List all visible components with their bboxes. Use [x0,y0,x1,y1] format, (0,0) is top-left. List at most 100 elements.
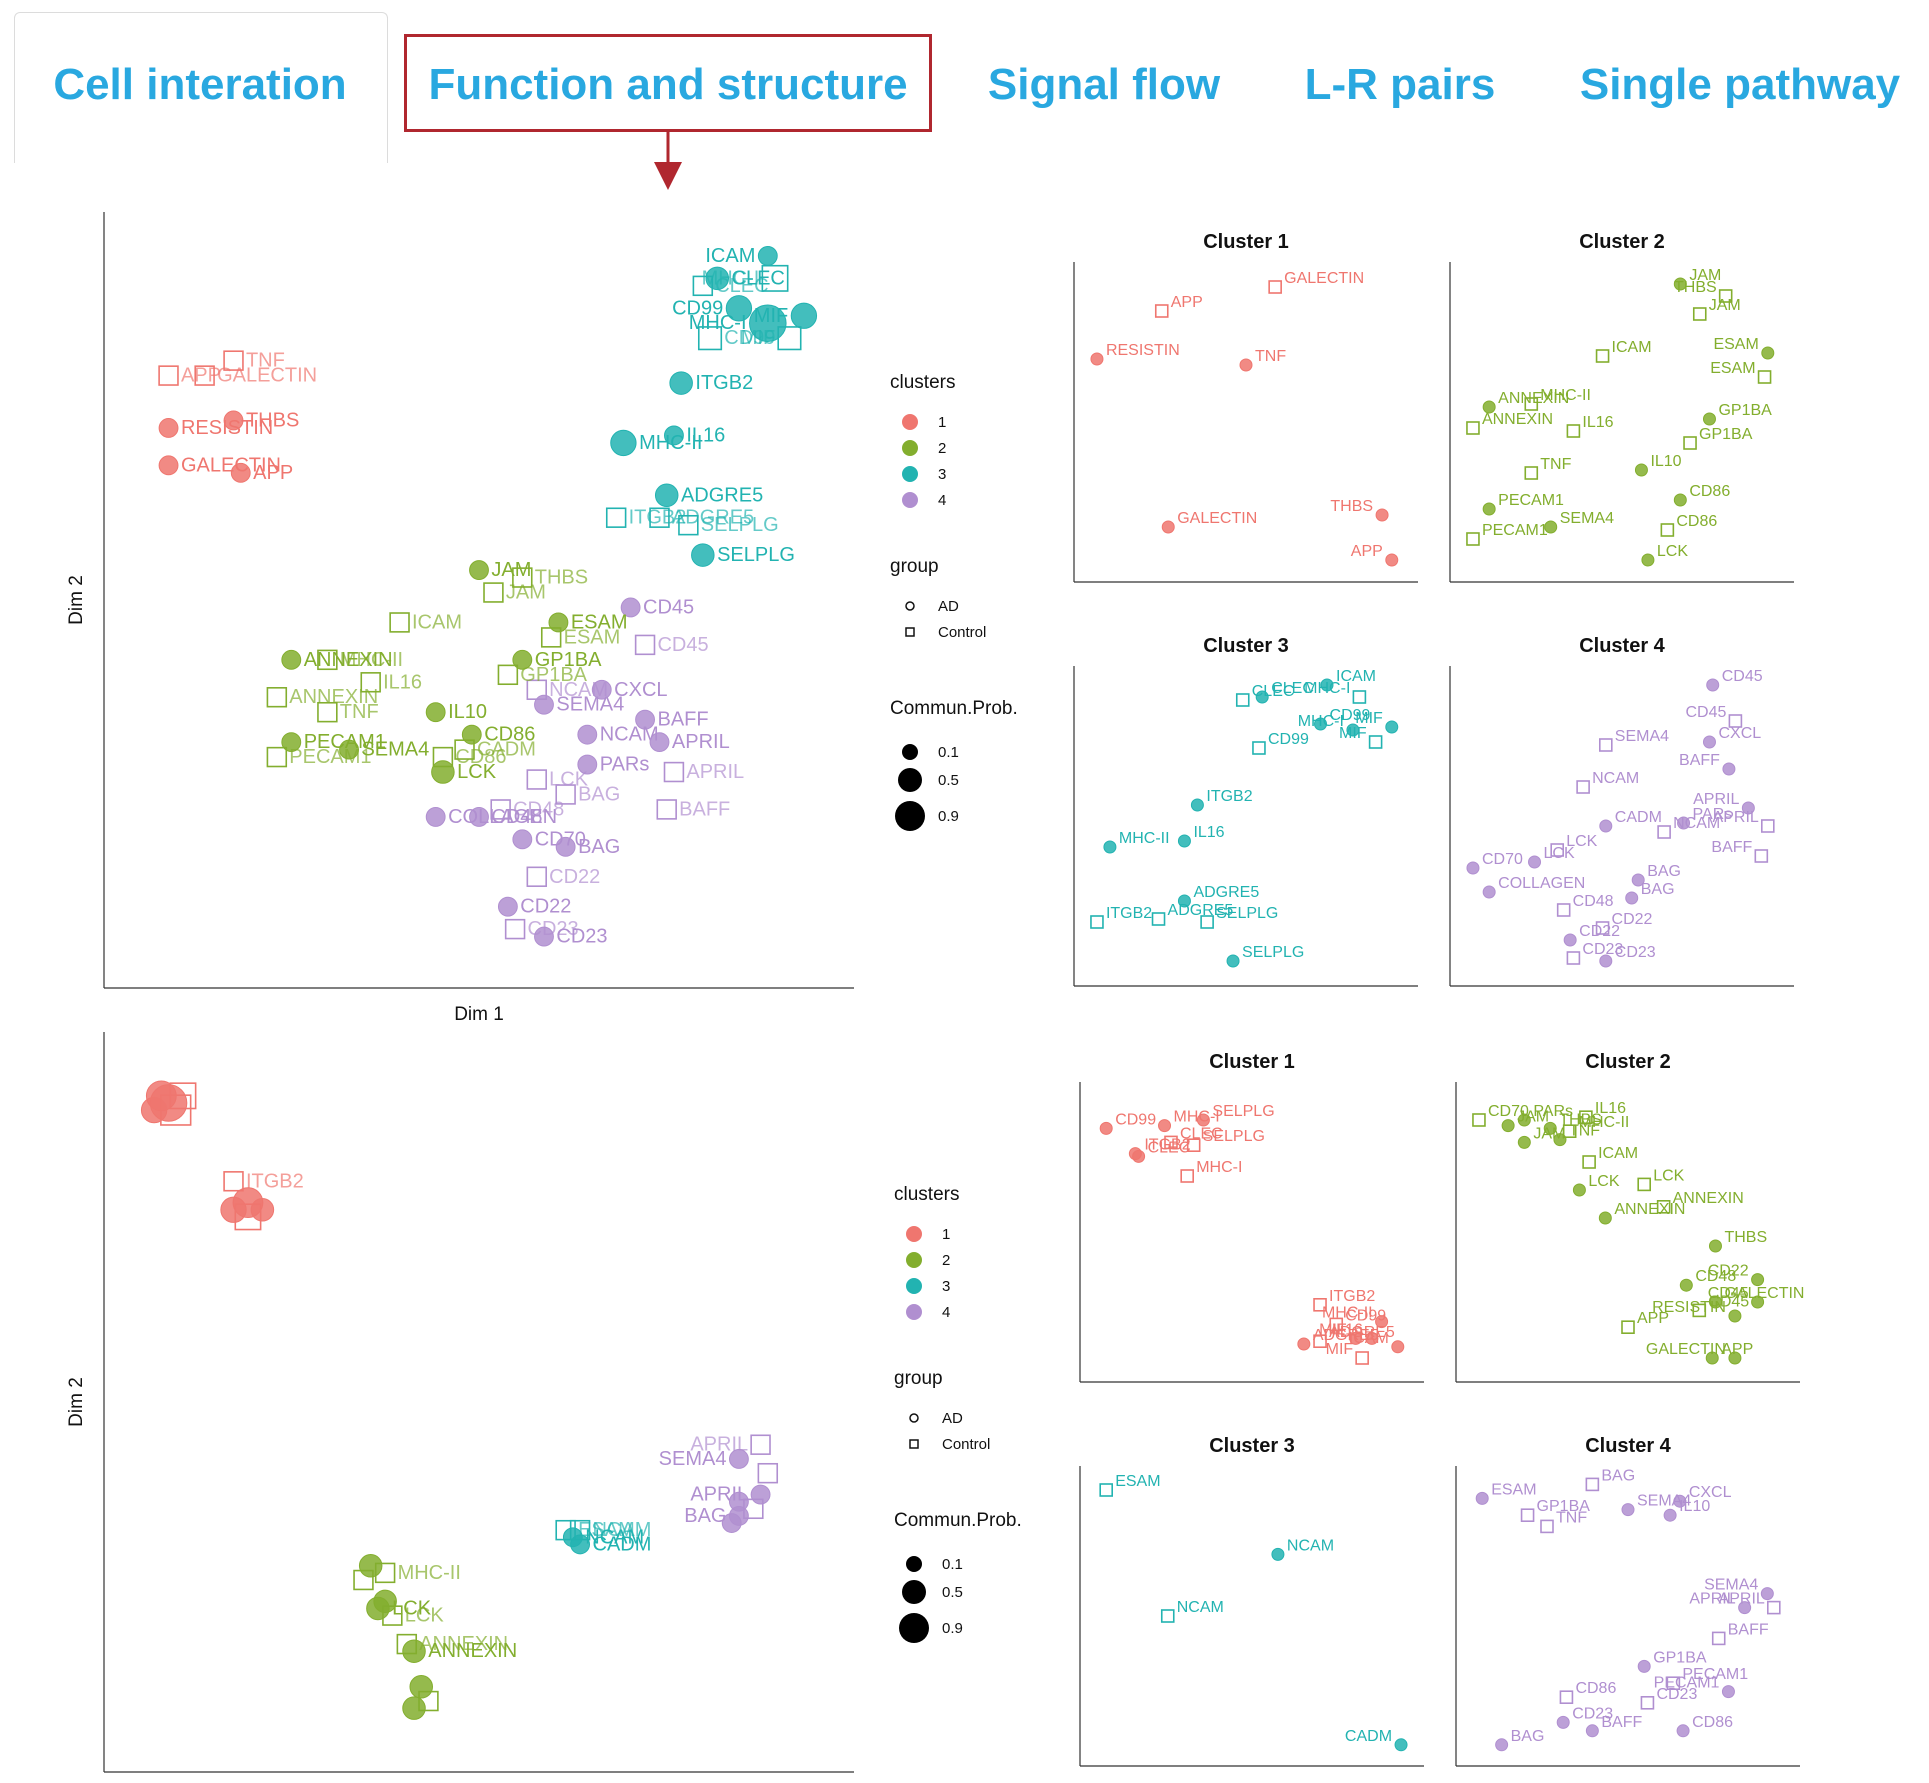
structural-legend-cluster-2-swatch [906,1252,922,1268]
functional-cluster-cluster-2-point-il10 [1634,463,1648,477]
functional-plot-label-itgb2: ITGB2 [629,507,687,529]
structural-cluster-cluster-1-point-mhc-ii [1375,1315,1389,1329]
functional-plot-point-cd45 [634,634,656,656]
structural-cluster-cluster-2-label-galectin: GALECTIN [1646,1341,1726,1358]
structural-cluster-cluster-1-point-mif [1355,1351,1369,1365]
structural-cluster-cluster-4-label-april: APRIL [1689,1591,1735,1608]
functional-cluster-cluster-2-label-thbs: THBS [1674,279,1717,296]
functional-plot-label-esam: ESAM [564,626,621,648]
structural-cluster-cluster-1-label-itgb2: ITGB2 [1144,1137,1190,1154]
structural-cluster-cluster-4-point-gp1ba [1520,1508,1535,1522]
functional-cluster-cluster-4-point-pars [1677,816,1691,830]
structural-cluster-cluster-4-point-april [1738,1601,1752,1615]
functional-plot-point-itgb2 [605,507,627,528]
functional-plot-label-mhc-i: MHC-I [702,267,760,289]
functional-plot-point-il10 [425,702,446,723]
functional-cluster-cluster-2-label-il10: IL10 [1650,453,1681,470]
functional-plot-label-thbs: THBS [246,409,299,431]
functional-plot-label-bag: BAG [578,783,620,805]
functional-plot-label-selplg: SELPLG [701,514,779,536]
functional-plot-label-gp1ba: GP1BA [520,664,587,686]
functional-cluster-cluster-3-label-itgb2: ITGB2 [1106,905,1152,922]
functional-plot-point-app [230,462,251,483]
functional-legend-cluster-4-label: 4 [938,492,946,509]
structural-cluster-cluster-1-label-mif: MIF [1319,1321,1347,1338]
functional-plot-label-adgre5: ADGRE5 [672,507,754,529]
tab-function-and-structure[interactable]: Function and structure [428,60,908,109]
functional-cluster-cluster-4-label-cd45: CD45 [1722,668,1763,685]
functional-cluster-cluster-2-point-annexin [1482,400,1496,414]
tab-signal-flow[interactable]: Signal flow [987,60,1221,109]
functional-cluster-cluster-4-label-pars: PARs [1693,806,1733,823]
functional-plot-point-sema4 [534,694,554,715]
functional-cluster-cluster-2-label-cd86: CD86 [1676,513,1717,530]
functional-cluster-cluster-4-point-baff [1754,849,1769,863]
functional-cluster-cluster-2-label-esam: ESAM [1710,360,1755,377]
functional-plot-point-adgre5 [654,483,679,508]
structural-cluster-cluster-2-point-lck [1637,1177,1651,1192]
structural-cluster-cluster-4-point-pecam1 [1666,1676,1681,1690]
functional-cluster-cluster-3-point-icam [1320,678,1334,692]
structural-legend-group-control-swatch [909,1439,919,1449]
functional-plot-point-sema4 [339,739,359,760]
functional-cluster-cluster-3-label-clec: CLEC [1271,680,1314,697]
structural-cluster-cluster-2-point-cd22 [1751,1273,1765,1287]
functional-cluster-cluster-4-point-cd48 [1556,903,1571,917]
functional-cluster-cluster-4-label-baff: BAFF [1679,752,1720,769]
functional-plot-label-bag: BAG [578,836,620,858]
functional-cluster-cluster-4-label-cd48: CD48 [1573,893,1614,910]
structural-cluster-cluster-1-label-clec: CLEC [1148,1139,1191,1156]
functional-plot-label-il10: IL10 [448,701,487,723]
structural-cluster-cluster-3-point-ncam [1271,1547,1285,1561]
functional-legend-size-0-9-swatch [895,801,925,831]
functional-cluster-cluster-2-label-sema4: SEMA4 [1560,510,1614,527]
structural-legend-cluster-2-label: 2 [942,1252,950,1269]
functional-plot-label-mif: MIF [754,305,788,327]
structural-cluster-cluster-1-label-selplg: SELPLG [1212,1103,1274,1120]
structural-cluster-cluster-2-label-app: APP [1637,1310,1669,1327]
structural-cluster-cluster-3-points [1099,1483,1408,1752]
functional-cluster-cluster-3-point-il16 [1177,834,1191,848]
structural-plot-label-esam: ESAM [578,1519,635,1541]
structural-cluster-cluster-4-point-baff [1711,1631,1726,1646]
structural-plot-label-sema4: SEMA4 [659,1448,727,1470]
functional-plot-label-clec: CLEC [715,275,768,297]
structural-cluster-cluster-2-point-jam [1501,1119,1515,1133]
functional-cluster-cluster-3-point-mhc-i [1346,723,1360,737]
functional-cluster-cluster-2-point-cd86 [1660,523,1675,537]
functional-plot-label-cadm: CADM [477,739,536,761]
structural-legend-cluster-4-swatch [906,1304,922,1320]
structural-cluster-cluster-4-points [1475,1477,1781,1752]
functional-legend-size-0-1-swatch [902,744,918,760]
structural-cluster-cluster-1-point-selplg [1196,1113,1210,1127]
functional-plot-label-il16: IL16 [383,671,422,693]
tab-l-r-pairs[interactable]: L-R pairs [1304,60,1496,109]
tab-single-pathway[interactable]: Single pathway [1579,60,1901,109]
functional-legend-size-0-5-swatch [898,768,922,792]
functional-plot-point-app [158,365,179,386]
functional-legend-group-title: group [890,556,939,577]
functional-plot-point-cd86 [461,724,482,745]
structural-cluster-cluster-2-label-cd48: CD48 [1695,1268,1736,1285]
functional-plot-point-bag [555,836,576,857]
structural-plot-point-sema4 [728,1449,749,1469]
functional-cluster-cluster-2-label-tnf: TNF [1540,456,1571,473]
structural-plot-point-unlabeled [409,1675,434,1699]
tab-cell-interation[interactable]: Cell interation [53,60,347,109]
structural-cluster-cluster-3-point-cadm [1394,1738,1408,1752]
structural-legend-cluster-4-label: 4 [942,1304,950,1321]
functional-cluster-cluster-4-label-april: APRIL [1693,791,1739,808]
structural-legend-group-ad-label: AD [942,1410,963,1427]
functional-plot-point-annexin [281,649,302,670]
structural-cluster-cluster-2-label-jam: JAM [1517,1109,1549,1126]
structural-cluster-cluster-4-label-gp1ba: GP1BA [1653,1649,1707,1666]
functional-plot-point-cd99 [697,326,723,351]
functional-plot-label-adgre5: ADGRE5 [681,484,763,506]
functional-plot-point-clec [692,275,714,297]
functional-cluster-cluster-4-point-bag [1631,873,1645,887]
functional-cluster-cluster-4-point-lck [1550,843,1564,857]
structural-cluster-cluster-3-label-cadm: CADM [1345,1728,1392,1745]
structural-cluster-cluster-4-point-sema4 [1621,1503,1635,1517]
functional-cluster-cluster-1-point-tnf [1239,358,1253,372]
functional-cluster-cluster-4-points [1466,678,1775,968]
